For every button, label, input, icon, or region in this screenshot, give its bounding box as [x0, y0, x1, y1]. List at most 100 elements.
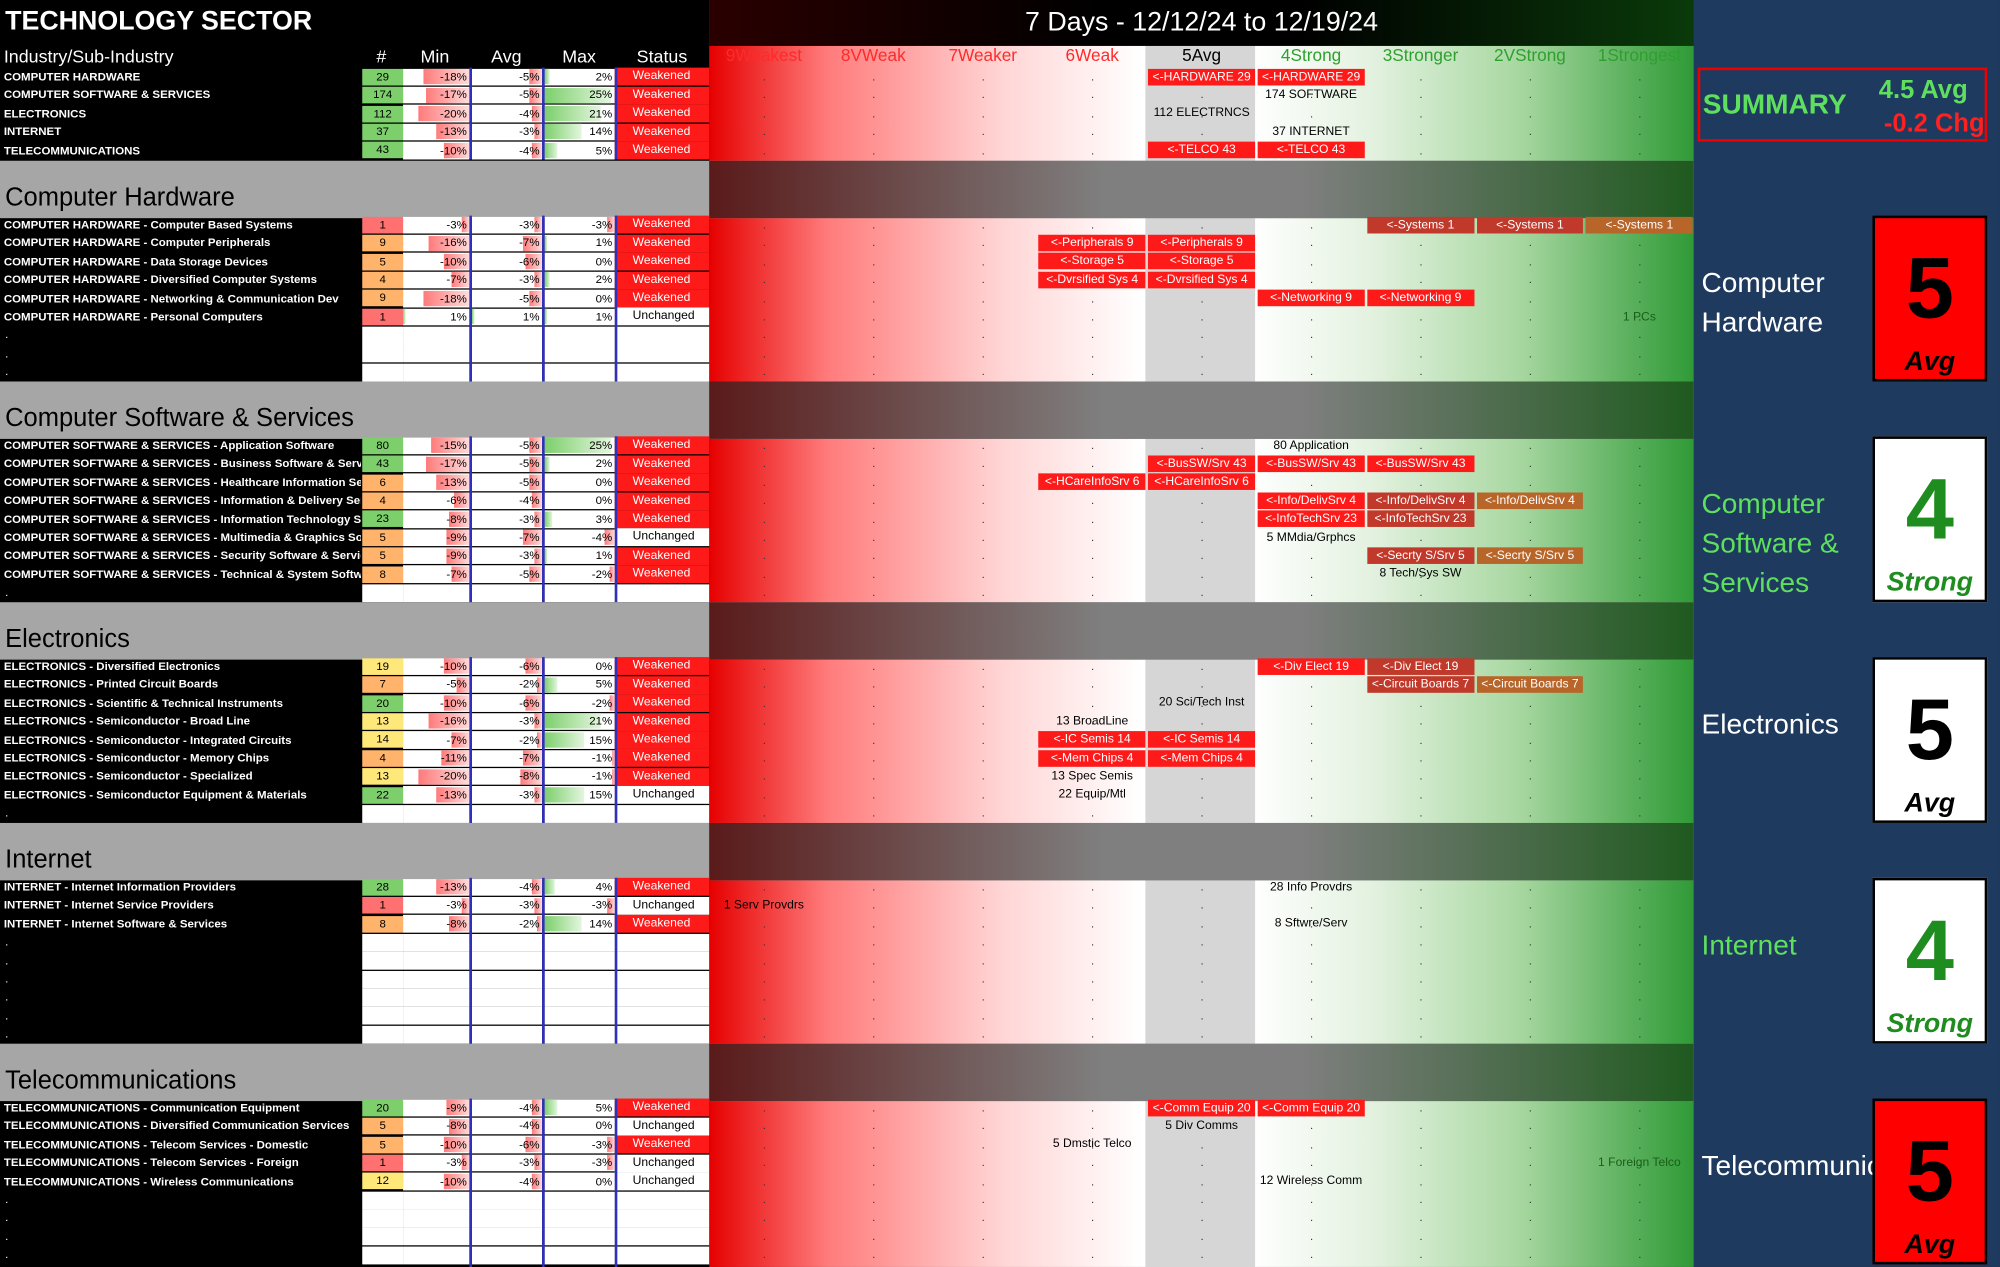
empty-cell [471, 933, 543, 952]
placeholder-dot: . [762, 512, 766, 526]
col-max: Max [562, 45, 596, 67]
placeholder-dot: . [872, 1156, 876, 1169]
placeholder-dot: . [981, 714, 985, 728]
placeholder-dot: . [872, 972, 876, 985]
bar-avg [531, 1173, 543, 1189]
rank-label: 13 BroadLine [1056, 714, 1129, 729]
row-name: COMPUTER SOFTWARE & SERVICES - Informati… [3, 494, 361, 507]
section-score: 4 [1905, 902, 1954, 1000]
empty-cell [362, 951, 404, 970]
placeholder-dot: . [872, 917, 876, 930]
row-name: COMPUTER SOFTWARE & SERVICES - Informati… [3, 512, 361, 526]
placeholder-dot: . [1638, 1008, 1642, 1022]
bar-min [436, 474, 470, 490]
bar-avg [528, 566, 543, 582]
rank-label: 1 Serv Provdrs [723, 898, 804, 913]
cell-bg-max [544, 253, 615, 271]
bar-avg [523, 750, 543, 766]
empty-cell [614, 583, 710, 602]
placeholder-dot: . [1419, 125, 1423, 139]
rank-header-9: 9Weakest [725, 45, 803, 66]
placeholder-dot: . [1419, 917, 1423, 930]
row-count: 4 [362, 749, 404, 767]
placeholder-dot: . [1528, 898, 1533, 912]
value-min: -7% [446, 733, 467, 746]
placeholder-dot: . [762, 438, 766, 452]
bar-avg [531, 1118, 543, 1134]
bar-min [426, 456, 470, 472]
empty-cell [471, 1227, 543, 1246]
section-score-box: 4 Strong [1872, 877, 1988, 1044]
empty-cell [614, 988, 710, 1007]
bar-min [451, 732, 470, 748]
placeholder-dot: . [762, 678, 766, 691]
placeholder-dot: . [5, 972, 9, 985]
placeholder-dot: . [872, 494, 876, 507]
placeholder-dot: . [1091, 88, 1095, 102]
cell-bg-avg [471, 915, 543, 933]
rank-label: <-Info/DelivSrv 4 [1257, 492, 1365, 509]
placeholder-dot: . [1091, 788, 1095, 802]
bar-min [418, 105, 470, 122]
value-max: 2% [595, 70, 613, 83]
bar-max [544, 511, 553, 527]
empty-cell [614, 1246, 710, 1265]
status-cell: Weakened [614, 473, 710, 492]
column-divider [614, 877, 618, 1044]
placeholder-dot: . [1638, 990, 1642, 1004]
section-name: Telecommunications [1701, 1149, 1956, 1182]
value-min: -3% [446, 898, 467, 912]
placeholder-dot: . [1309, 236, 1314, 250]
placeholder-dot: . [1309, 273, 1314, 287]
placeholder-dot: . [1200, 898, 1204, 912]
placeholder-dot: . [1309, 1174, 1314, 1188]
rank-label: 37 INTERNET [1272, 124, 1350, 139]
value-max: 0% [595, 475, 613, 489]
placeholder-dot: . [1091, 365, 1095, 378]
bar-min [444, 1136, 470, 1153]
value-avg: -6% [519, 254, 540, 268]
row-name: COMPUTER HARDWARE - Networking & Communi… [3, 291, 339, 305]
value-min: -9% [446, 1101, 467, 1114]
row-count: 4 [362, 492, 404, 509]
row-name: COMPUTER SOFTWARE & SERVICES - Business … [3, 457, 361, 471]
cell-bg-max [544, 68, 615, 86]
rank-label: 22 Equip/Mtl [1058, 787, 1126, 802]
section-rating: Strong [1886, 567, 1973, 598]
placeholder-dot: . [1200, 696, 1204, 710]
row-name: INTERNET - Internet Information Provider… [3, 880, 237, 894]
placeholder-dot: . [1200, 512, 1204, 526]
bar-min [454, 492, 470, 509]
placeholder-dot: . [1309, 1229, 1314, 1243]
placeholder-dot: . [872, 1229, 876, 1243]
rank-label: <-Peripherals 9 [1148, 234, 1256, 252]
value-avg: -4% [519, 1174, 540, 1188]
bar-avg [528, 437, 543, 454]
placeholder-dot: . [762, 990, 766, 1004]
bar-avg [534, 124, 543, 140]
placeholder-dot: . [1638, 1137, 1642, 1151]
rank-label: 1 PCs [1622, 309, 1656, 324]
bar-max [544, 787, 585, 803]
row-name: INTERNET - Internet Service Providers [3, 898, 214, 912]
empty-cell [471, 1007, 543, 1025]
cell-bg-avg [471, 308, 543, 326]
placeholder-dot: . [1528, 512, 1533, 526]
empty-cell [403, 951, 470, 970]
placeholder-dot: . [1309, 585, 1314, 599]
empty-cell [544, 363, 615, 382]
bar-min [431, 437, 470, 454]
placeholder-dot: . [1309, 567, 1314, 581]
placeholder-dot: . [981, 1156, 985, 1169]
placeholder-dot: . [1528, 953, 1533, 967]
value-min: -18% [440, 70, 467, 83]
placeholder-dot: . [872, 438, 876, 452]
placeholder-dot: . [5, 346, 9, 360]
placeholder-dot: . [1091, 346, 1095, 360]
cell-bg-avg [471, 786, 543, 804]
row-count: 1 [362, 308, 404, 325]
placeholder-dot: . [1091, 1211, 1095, 1225]
placeholder-dot: . [1419, 236, 1423, 250]
placeholder-dot: . [762, 125, 766, 139]
placeholder-dot: . [5, 935, 9, 949]
